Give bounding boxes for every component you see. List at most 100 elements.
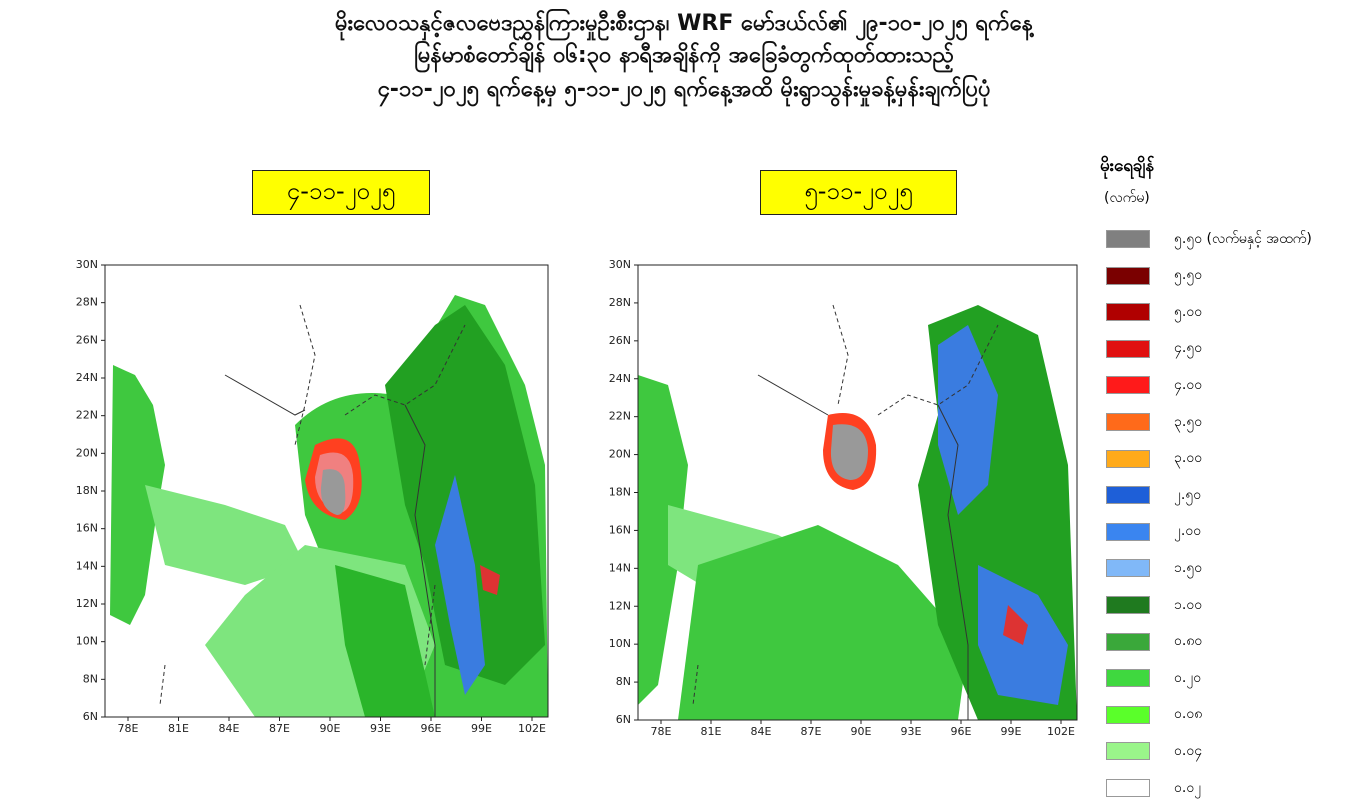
y-tick-label: 24N — [609, 372, 631, 385]
legend-item: ၂.၅၀ — [1106, 485, 1201, 505]
legend-title: မိုးရေချိန် — [1100, 156, 1155, 176]
y-tick-label: 12N — [76, 597, 98, 610]
legend-label: ၄.၅၀ — [1174, 340, 1203, 357]
x-tick-label: 90E — [320, 722, 341, 735]
y-tick-label: 30N — [609, 258, 631, 271]
x-tick-label: 84E — [751, 725, 772, 738]
date-label: ၄-၁၁-၂၀၂၅ — [252, 170, 430, 215]
title-line: မြန်မာစံတော်ချိန် ၀၆:၃၀ နာရီအချိန်ကို အခ… — [414, 43, 954, 68]
x-tick-label: 93E — [370, 722, 391, 735]
y-tick-label: 26N — [76, 333, 98, 346]
legend-item: ၁.၅၀ — [1106, 558, 1202, 578]
legend-swatch — [1106, 413, 1150, 431]
y-tick-label: 14N — [609, 561, 631, 574]
legend-item: ၅.၀၀ — [1106, 302, 1202, 322]
x-tick-label: 81E — [701, 725, 722, 738]
legend: မိုးရေချိန် (လက်မ) ၅.၅၀ (လက်မနှင့် အထက်)… — [1100, 155, 1368, 797]
x-tick-label: 87E — [801, 725, 822, 738]
title-line: မိုးလေဝသနှင့်ဇလဗေဒညွှန်ကြားမှုဦးစီးဌာန၊ … — [334, 11, 1034, 36]
legend-swatch — [1106, 303, 1150, 322]
legend-label: ၀.၂၀ — [1174, 669, 1202, 686]
legend-item: ၄.၅၀ — [1106, 339, 1202, 359]
forecast-map: 78E 81E 84E 87E 90E 93E 96E 99E 102E 6N 8N 10N 12N 14… — [609, 258, 1078, 738]
x-tick-label: 78E — [118, 722, 139, 735]
legend-item: ၀.၀၄ — [1106, 741, 1202, 761]
legend-item: ၃.၅၀ — [1106, 412, 1202, 432]
x-tick-label: 96E — [951, 725, 972, 738]
legend-label: ၀.၀၂ — [1174, 779, 1202, 796]
legend-swatch — [1106, 705, 1150, 724]
legend-item: ၀.၀၂ — [1106, 778, 1201, 798]
y-tick-label: 18N — [609, 486, 631, 499]
x-tick-label: 102E — [1047, 725, 1075, 738]
legend-unit: (လက်မ) — [1104, 190, 1150, 206]
legend-swatch — [1106, 742, 1150, 761]
legend-item: ၂.၀၀ — [1106, 522, 1201, 542]
legend-swatch — [1106, 596, 1150, 614]
legend-swatch — [1106, 339, 1150, 358]
legend-swatch — [1106, 559, 1150, 578]
legend-label: ၀.၈၀ — [1174, 633, 1203, 650]
legend-label: ၄.၀၀ — [1174, 376, 1203, 393]
legend-swatch — [1106, 266, 1150, 285]
y-tick-label: 26N — [609, 334, 631, 347]
legend-swatch — [1106, 486, 1150, 505]
y-tick-label: 8N — [83, 672, 98, 685]
y-tick-label: 20N — [609, 448, 631, 461]
legend-swatch — [1106, 669, 1150, 688]
legend-label: ၅.၀၀ — [1174, 303, 1203, 320]
x-tick-label: 99E — [1001, 725, 1022, 738]
x-tick-label: 78E — [651, 725, 672, 738]
y-tick-label: 22N — [609, 410, 631, 423]
y-tick-label: 14N — [76, 559, 98, 572]
y-tick-label: 16N — [609, 523, 631, 536]
y-tick-label: 8N — [616, 675, 631, 688]
legend-item: ၁.၀၀ — [1106, 595, 1202, 615]
legend-label: ၀.၀၄ — [1174, 742, 1203, 759]
y-tick-label: 28N — [76, 296, 98, 309]
legend-item: ၄.၀၀ — [1106, 375, 1202, 395]
y-tick-label: 30N — [76, 258, 98, 271]
y-tick-label: 20N — [76, 446, 98, 459]
y-tick-label: 6N — [616, 713, 631, 726]
rain-field — [110, 295, 548, 717]
y-tick-label: 6N — [83, 710, 98, 723]
legend-label: ၀.၀၈ — [1174, 706, 1203, 723]
legend-label: ၂.၀၀ — [1174, 523, 1202, 540]
legend-item: ၀.၈၀ — [1106, 632, 1202, 652]
legend-swatch — [1106, 779, 1150, 797]
y-tick-label: 18N — [76, 484, 98, 497]
y-tick-label: 12N — [609, 599, 631, 612]
legend-label: ၅.၅၀ (လက်မနှင့် အထက်) — [1174, 230, 1312, 247]
x-tick-label: 84E — [219, 722, 240, 735]
legend-item: ၃.၀၀ — [1106, 449, 1202, 469]
y-tick-label: 10N — [609, 637, 631, 650]
legend-swatch — [1106, 449, 1150, 468]
x-tick-label: 99E — [471, 722, 492, 735]
legend-label: ၃.၅၀ — [1174, 413, 1203, 430]
legend-label: ၂.၅၀ — [1174, 486, 1202, 503]
y-tick-label: 28N — [609, 296, 631, 309]
x-tick-label: 90E — [851, 725, 872, 738]
legend-label: ၁.၅၀ — [1174, 559, 1203, 576]
legend-swatch — [1106, 632, 1150, 651]
y-tick-label: 22N — [76, 409, 98, 422]
legend-label: ၃.၀၀ — [1174, 450, 1203, 467]
forecast-map: 78E 81E 84E 87E 90E 93E 96E 99E 102E 6N 8N 10N 12N 14… — [76, 258, 549, 735]
legend-item: ၀.၀၈ — [1106, 705, 1202, 725]
x-tick-label: 93E — [901, 725, 922, 738]
y-tick-label: 10N — [76, 635, 98, 648]
x-tick-label: 87E — [269, 722, 290, 735]
legend-item: ၅.၅၀ (လက်မနှင့် အထက်) — [1106, 229, 1312, 249]
legend-swatch — [1106, 376, 1150, 395]
legend-item: ၀.၂၀ — [1106, 668, 1201, 688]
legend-swatch — [1106, 522, 1150, 541]
y-tick-label: 24N — [76, 371, 98, 384]
x-tick-label: 102E — [518, 722, 546, 735]
legend-label: ၁.၀၀ — [1174, 596, 1203, 613]
y-tick-label: 16N — [76, 522, 98, 535]
date-label: ၅-၁၁-၂၀၂၅ — [760, 170, 957, 215]
legend-item: ၅.၅၀ — [1106, 266, 1202, 286]
legend-swatch — [1106, 230, 1150, 248]
